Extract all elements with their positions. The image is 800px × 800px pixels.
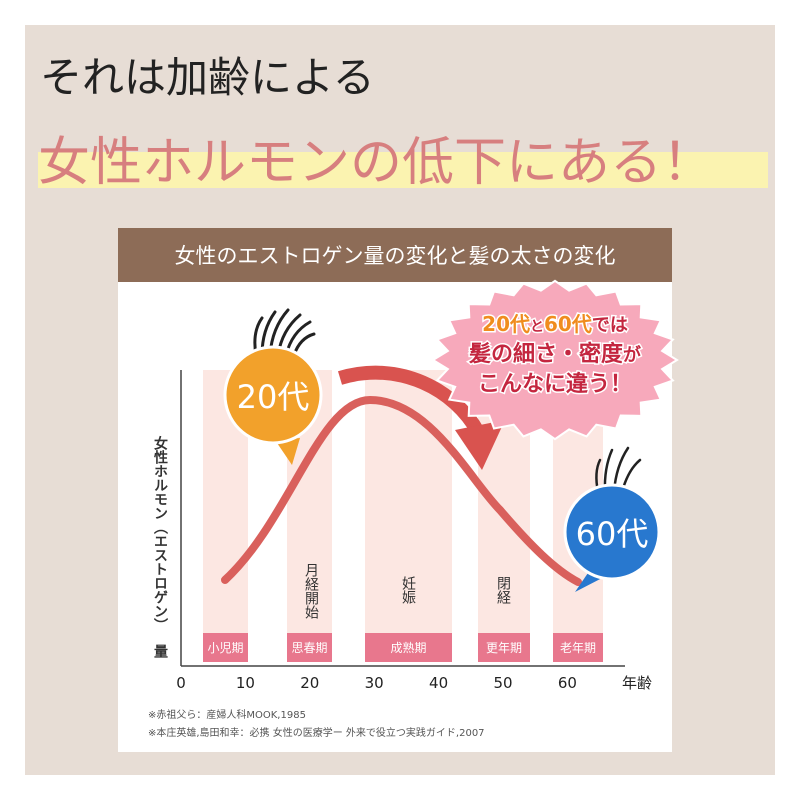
heading-line2: 女性ホルモンの低下にある！ — [38, 133, 714, 193]
stage-box — [478, 633, 530, 662]
x-tick-label: 40 — [429, 674, 448, 692]
stage-box — [203, 633, 248, 662]
callout-line: こんなに違う！ — [478, 371, 632, 397]
callout-burst — [431, 279, 679, 441]
stage-box — [365, 633, 452, 662]
badge-old-text: 60代 — [576, 515, 649, 553]
callout-segment: 髪の細さ・密度 — [468, 341, 624, 367]
stage-box — [553, 633, 603, 662]
callout-segment: 60代 — [544, 312, 592, 336]
bubble-tail-young — [275, 438, 300, 465]
stage-label: 成熟期 — [390, 640, 426, 655]
x-tick-label: 0 — [176, 674, 186, 692]
y-label-end: 量 — [152, 644, 168, 659]
callout-line: 20代と60代では — [482, 312, 628, 336]
callout-line: 髪の細さ・密度が — [468, 341, 641, 367]
event-label: 閉経 — [495, 576, 511, 604]
stage-band — [365, 370, 452, 662]
y-label: 女性ホルモン（エストロゲン） — [152, 435, 169, 632]
note: ※赤祖父ら：産婦人科MOOK,1985 — [148, 708, 306, 721]
arrow-shaft — [337, 365, 485, 436]
arrow-head — [455, 420, 505, 470]
badge-young — [223, 345, 323, 445]
card-header — [118, 228, 672, 282]
stage-label: 更年期 — [486, 641, 522, 655]
badge-young-text: 20代 — [237, 378, 310, 416]
highlight — [38, 152, 768, 188]
stage-label: 老年期 — [560, 641, 596, 655]
x-tick-label: 60 — [558, 674, 577, 692]
x-tick-label: 10 — [236, 674, 255, 692]
x-tick-label: 30 — [365, 674, 384, 692]
x-tick-label: 20 — [300, 674, 319, 692]
stage-label: 思春期 — [291, 641, 327, 655]
callout-segment: と — [530, 319, 544, 335]
x-unit: 年齢 — [622, 674, 652, 692]
callout-segment: こんなに違う！ — [478, 371, 632, 397]
event-label: 月経開始 — [303, 563, 319, 619]
event-label: 妊娠 — [400, 576, 416, 604]
x-tick-label: 50 — [493, 674, 512, 692]
heading-line1: それは加齢による — [40, 53, 375, 102]
note: ※本庄英雄,島田和幸：必携 女性の医療学ー 外来で役立つ実践ガイド,2007 — [148, 726, 485, 739]
callout-segment: 20代 — [482, 312, 530, 336]
stage-box — [287, 633, 332, 662]
badge-old — [563, 483, 661, 581]
hormone-curve — [221, 395, 582, 586]
callout-segment: では — [592, 315, 628, 336]
card-title: 女性のエストロゲン量の変化と髪の太さの変化 — [175, 244, 616, 268]
stage-label: 小児期 — [207, 641, 243, 655]
callout-segment: が — [623, 344, 641, 366]
